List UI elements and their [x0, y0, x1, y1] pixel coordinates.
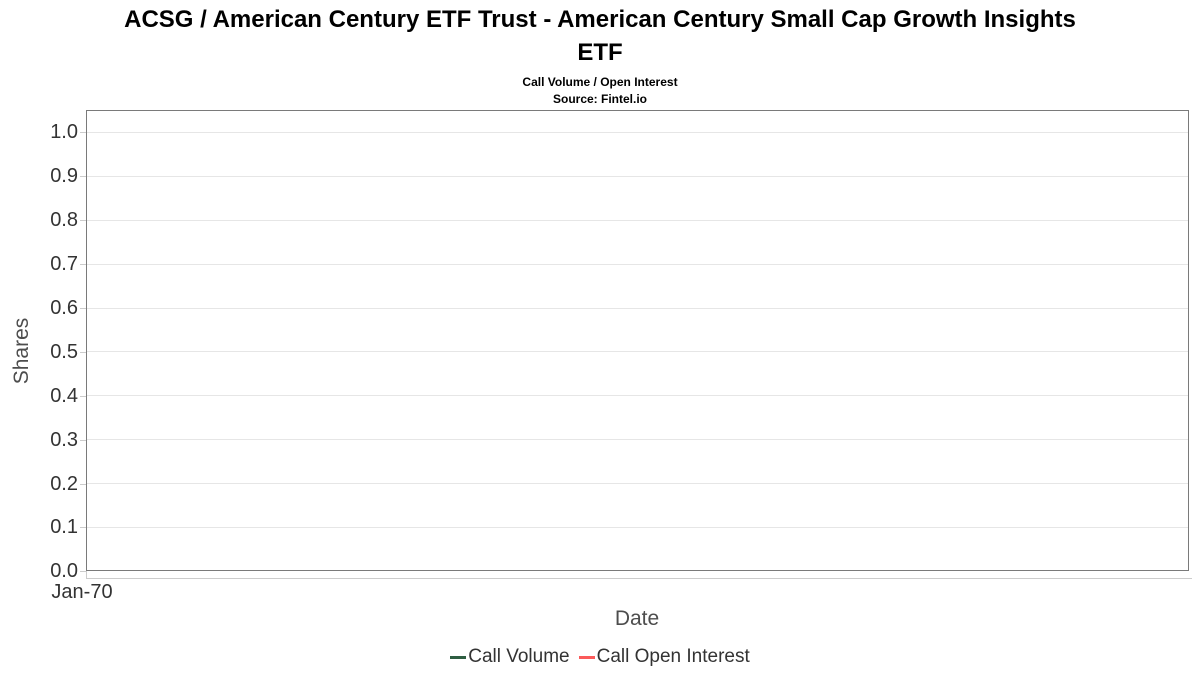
chart-subtitle: Call Volume / Open Interest: [522, 75, 678, 89]
gridline: [87, 395, 1188, 396]
legend-item-call-open-interest[interactable]: Call Open Interest: [578, 646, 750, 668]
y-tick-mark: [80, 308, 86, 309]
y-tick-mark: [80, 484, 86, 485]
y-tick-mark: [80, 176, 86, 177]
y-tick-label: 0.5: [50, 341, 78, 363]
y-tick-mark: [80, 396, 86, 397]
y-tick-mark: [80, 352, 86, 353]
y-tick-label: 0.1: [50, 516, 78, 538]
y-tick-label: 0.3: [50, 429, 78, 451]
y-tick-label: 0.0: [50, 560, 78, 582]
x-axis-line: [86, 578, 1192, 579]
y-tick-label: 0.6: [50, 297, 78, 319]
gridline: [87, 132, 1188, 133]
chart-source: Source: Fintel.io: [552, 92, 647, 106]
chart-title: ACSG / American Century ETF Trust - Amer…: [0, 0, 1200, 69]
gridline: [87, 308, 1188, 309]
y-tick-label: 0.4: [50, 385, 78, 407]
y-tick-label: 0.8: [50, 209, 78, 231]
legend: Call Volume Call Open Interest: [0, 646, 1200, 668]
x-tick-mark: [86, 571, 87, 578]
call-open-interest-line-marker: [578, 655, 595, 659]
y-tick-mark: [80, 264, 86, 265]
gridline: [87, 483, 1188, 484]
y-tick-label: 0.9: [50, 165, 78, 187]
y-tick-mark: [80, 440, 86, 441]
gridline: [87, 527, 1188, 528]
plot-area: [86, 110, 1189, 571]
gridline: [87, 439, 1188, 440]
gridline: [87, 220, 1188, 221]
gridline: [87, 351, 1188, 352]
y-tick-label: 0.2: [50, 473, 78, 495]
gridline: [87, 264, 1188, 265]
y-tick-label: 1.0: [50, 121, 78, 143]
y-tick-mark: [80, 527, 86, 528]
legend-item-call-volume[interactable]: Call Volume: [450, 646, 570, 668]
y-tick-mark: [80, 571, 86, 572]
call-volume-line-marker: [450, 655, 467, 659]
y-tick-label: 0.7: [50, 253, 78, 275]
chart-title-line-2: ETF: [577, 39, 623, 66]
x-tick-label: Jan-70: [51, 581, 113, 603]
legend-label-call-open-interest: Call Open Interest: [596, 646, 750, 667]
y-tick-mark: [80, 220, 86, 221]
x-axis-title: Date: [614, 607, 660, 630]
legend-label-call-volume: Call Volume: [468, 646, 570, 667]
y-tick-mark: [80, 132, 86, 133]
gridline: [87, 176, 1188, 177]
chart-title-line-1: ACSG / American Century ETF Trust - Amer…: [124, 6, 1076, 33]
